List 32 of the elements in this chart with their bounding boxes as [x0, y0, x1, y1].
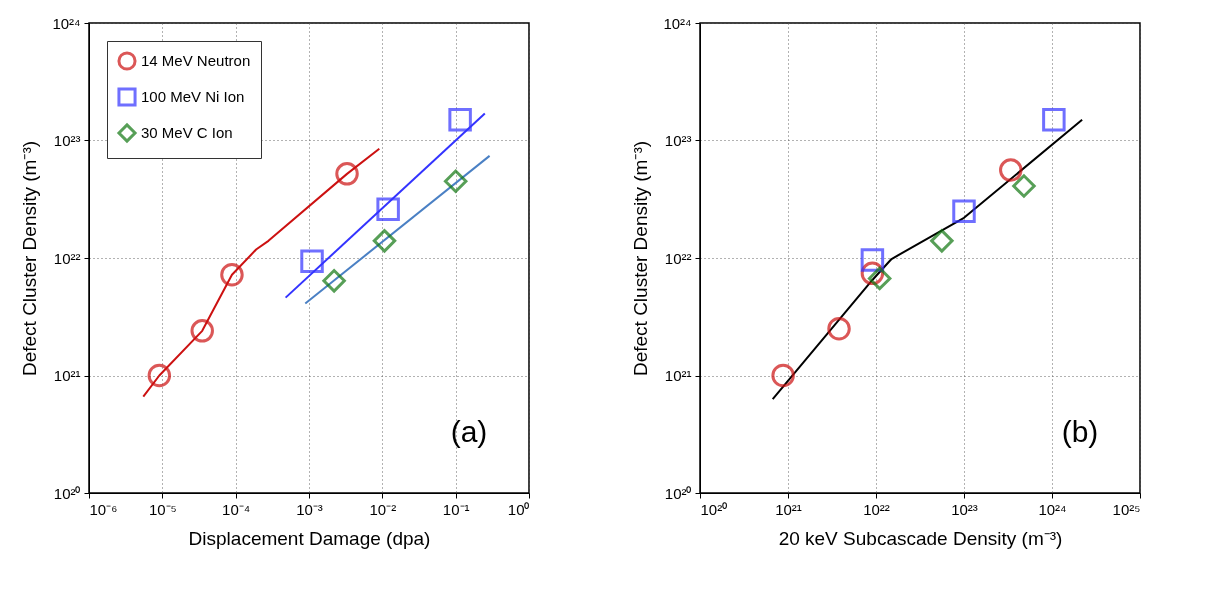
x-tick-label: 10²² [863, 500, 890, 518]
legend-label: 14 MeV Neutron [141, 52, 251, 69]
x-tick-label: 10⁰ [507, 500, 530, 518]
legend-label: 100 MeV Ni Ion [141, 88, 245, 105]
y-tick-label: 10²¹ [53, 367, 81, 384]
x-tick-label: 10²³ [951, 500, 978, 518]
y-tick-label: 10²⁴ [663, 14, 692, 32]
y-axis-title: Defect Cluster Density (m⁻³) [630, 140, 652, 377]
x-axis-title: 20 keV Subcascade Density (m⁻³) [778, 527, 1063, 549]
annotation: (b) [1061, 415, 1099, 448]
x-tick-label: 10⁻² [369, 500, 397, 518]
x-tick-label: 10²⁵ [1112, 500, 1141, 518]
legend-label: 30 MeV C Ion [141, 124, 233, 141]
y-tick-label: 10²³ [664, 132, 692, 149]
x-tick-label: 10²⁴ [1038, 500, 1067, 518]
annotation: (a) [450, 415, 488, 448]
y-tick-label: 10²⁴ [52, 14, 81, 32]
x-tick-label: 10⁻³ [296, 500, 323, 518]
x-tick-label: 10²⁰ [700, 500, 728, 518]
y-tick-label: 10²¹ [664, 367, 692, 384]
x-tick-label: 10⁻¹ [442, 500, 470, 518]
y-axis-title: Defect Cluster Density (m⁻³) [19, 140, 41, 377]
x-tick-label: 10²¹ [775, 500, 802, 518]
y-tick-label: 10²² [53, 249, 81, 267]
x-tick-label: 10⁻⁶ [89, 500, 118, 518]
y-tick-label: 10²⁰ [53, 484, 81, 502]
x-tick-label: 10⁻⁴ [222, 500, 251, 518]
y-tick-label: 10²⁰ [664, 484, 692, 502]
y-tick-label: 10²² [664, 249, 692, 267]
x-axis-title: Displacement Damage (dpa) [188, 527, 431, 549]
y-tick-label: 10²³ [53, 132, 81, 149]
x-tick-label: 10⁻⁵ [148, 500, 177, 518]
